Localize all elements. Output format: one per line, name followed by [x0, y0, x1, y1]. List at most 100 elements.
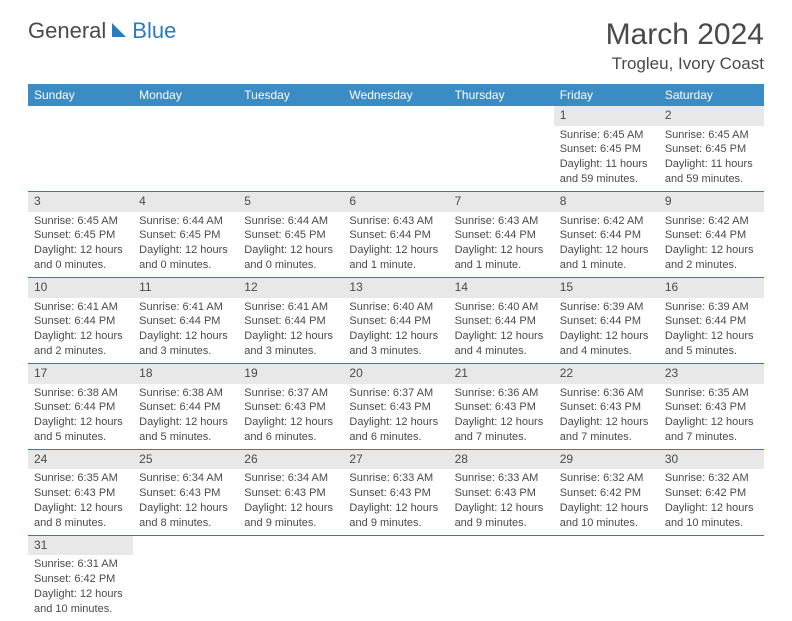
day-detail: Sunrise: 6:32 AMSunset: 6:42 PMDaylight:…: [554, 469, 659, 534]
day-number: 26: [238, 450, 343, 470]
day-number: 14: [449, 278, 554, 298]
calendar-day: 26Sunrise: 6:34 AMSunset: 6:43 PMDayligh…: [238, 449, 343, 535]
day-detail: Sunrise: 6:40 AMSunset: 6:44 PMDaylight:…: [343, 298, 448, 363]
day-number: 29: [554, 450, 659, 470]
calendar-day: 31Sunrise: 6:31 AMSunset: 6:42 PMDayligh…: [28, 535, 133, 620]
calendar-day: [449, 535, 554, 620]
day-detail: Sunrise: 6:39 AMSunset: 6:44 PMDaylight:…: [554, 298, 659, 363]
day-number: 2: [659, 106, 764, 126]
day-detail: Sunrise: 6:43 AMSunset: 6:44 PMDaylight:…: [343, 212, 448, 277]
title-block: March 2024 Trogleu, Ivory Coast: [606, 18, 764, 74]
calendar-day: [238, 535, 343, 620]
calendar-day: 23Sunrise: 6:35 AMSunset: 6:43 PMDayligh…: [659, 363, 764, 449]
calendar-week: 24Sunrise: 6:35 AMSunset: 6:43 PMDayligh…: [28, 449, 764, 535]
day-number: 20: [343, 364, 448, 384]
day-detail: Sunrise: 6:39 AMSunset: 6:44 PMDaylight:…: [659, 298, 764, 363]
calendar-day: 10Sunrise: 6:41 AMSunset: 6:44 PMDayligh…: [28, 277, 133, 363]
calendar-day: 30Sunrise: 6:32 AMSunset: 6:42 PMDayligh…: [659, 449, 764, 535]
calendar-day: 27Sunrise: 6:33 AMSunset: 6:43 PMDayligh…: [343, 449, 448, 535]
day-detail: Sunrise: 6:33 AMSunset: 6:43 PMDaylight:…: [343, 469, 448, 534]
calendar-day: 12Sunrise: 6:41 AMSunset: 6:44 PMDayligh…: [238, 277, 343, 363]
calendar-day: 28Sunrise: 6:33 AMSunset: 6:43 PMDayligh…: [449, 449, 554, 535]
day-number: 11: [133, 278, 238, 298]
calendar-day: [554, 535, 659, 620]
day-detail: Sunrise: 6:36 AMSunset: 6:43 PMDaylight:…: [449, 384, 554, 449]
calendar-week: 1Sunrise: 6:45 AMSunset: 6:45 PMDaylight…: [28, 106, 764, 191]
calendar-day: 9Sunrise: 6:42 AMSunset: 6:44 PMDaylight…: [659, 191, 764, 277]
calendar-day: [659, 535, 764, 620]
day-detail: Sunrise: 6:36 AMSunset: 6:43 PMDaylight:…: [554, 384, 659, 449]
calendar-day: 16Sunrise: 6:39 AMSunset: 6:44 PMDayligh…: [659, 277, 764, 363]
day-header: Tuesday: [238, 84, 343, 106]
day-number: 21: [449, 364, 554, 384]
day-number: 28: [449, 450, 554, 470]
calendar-day: 21Sunrise: 6:36 AMSunset: 6:43 PMDayligh…: [449, 363, 554, 449]
day-number: 18: [133, 364, 238, 384]
day-header: Monday: [133, 84, 238, 106]
day-number: 9: [659, 192, 764, 212]
calendar-day: 3Sunrise: 6:45 AMSunset: 6:45 PMDaylight…: [28, 191, 133, 277]
calendar-day: 20Sunrise: 6:37 AMSunset: 6:43 PMDayligh…: [343, 363, 448, 449]
day-detail: Sunrise: 6:45 AMSunset: 6:45 PMDaylight:…: [28, 212, 133, 277]
day-number: 17: [28, 364, 133, 384]
day-detail: Sunrise: 6:34 AMSunset: 6:43 PMDaylight:…: [133, 469, 238, 534]
day-number: 25: [133, 450, 238, 470]
day-number: 23: [659, 364, 764, 384]
calendar-day: 5Sunrise: 6:44 AMSunset: 6:45 PMDaylight…: [238, 191, 343, 277]
calendar-day: 24Sunrise: 6:35 AMSunset: 6:43 PMDayligh…: [28, 449, 133, 535]
day-header: Thursday: [449, 84, 554, 106]
day-detail: Sunrise: 6:45 AMSunset: 6:45 PMDaylight:…: [554, 126, 659, 191]
day-header: Sunday: [28, 84, 133, 106]
logo-text-2: Blue: [132, 18, 176, 44]
calendar-table: SundayMondayTuesdayWednesdayThursdayFrid…: [28, 84, 764, 621]
calendar-day: 6Sunrise: 6:43 AMSunset: 6:44 PMDaylight…: [343, 191, 448, 277]
day-detail: Sunrise: 6:45 AMSunset: 6:45 PMDaylight:…: [659, 126, 764, 191]
day-detail: Sunrise: 6:37 AMSunset: 6:43 PMDaylight:…: [238, 384, 343, 449]
location: Trogleu, Ivory Coast: [606, 54, 764, 74]
day-number: 27: [343, 450, 448, 470]
calendar-body: 1Sunrise: 6:45 AMSunset: 6:45 PMDaylight…: [28, 106, 764, 621]
day-detail: Sunrise: 6:32 AMSunset: 6:42 PMDaylight:…: [659, 469, 764, 534]
day-number: 19: [238, 364, 343, 384]
logo-sail-icon: [110, 21, 130, 39]
calendar-day: [238, 106, 343, 191]
day-detail: Sunrise: 6:38 AMSunset: 6:44 PMDaylight:…: [133, 384, 238, 449]
day-number: 24: [28, 450, 133, 470]
day-number: 4: [133, 192, 238, 212]
calendar-day: 8Sunrise: 6:42 AMSunset: 6:44 PMDaylight…: [554, 191, 659, 277]
calendar-head: SundayMondayTuesdayWednesdayThursdayFrid…: [28, 84, 764, 106]
day-header: Saturday: [659, 84, 764, 106]
calendar-day: [343, 106, 448, 191]
calendar-day: 13Sunrise: 6:40 AMSunset: 6:44 PMDayligh…: [343, 277, 448, 363]
day-detail: Sunrise: 6:43 AMSunset: 6:44 PMDaylight:…: [449, 212, 554, 277]
day-detail: Sunrise: 6:44 AMSunset: 6:45 PMDaylight:…: [238, 212, 343, 277]
day-detail: Sunrise: 6:33 AMSunset: 6:43 PMDaylight:…: [449, 469, 554, 534]
calendar-week: 10Sunrise: 6:41 AMSunset: 6:44 PMDayligh…: [28, 277, 764, 363]
calendar-day: 25Sunrise: 6:34 AMSunset: 6:43 PMDayligh…: [133, 449, 238, 535]
day-detail: Sunrise: 6:42 AMSunset: 6:44 PMDaylight:…: [554, 212, 659, 277]
logo: General Blue: [28, 18, 176, 44]
calendar-day: 14Sunrise: 6:40 AMSunset: 6:44 PMDayligh…: [449, 277, 554, 363]
calendar-week: 31Sunrise: 6:31 AMSunset: 6:42 PMDayligh…: [28, 535, 764, 620]
calendar-day: 2Sunrise: 6:45 AMSunset: 6:45 PMDaylight…: [659, 106, 764, 191]
calendar-day: [133, 535, 238, 620]
day-detail: Sunrise: 6:34 AMSunset: 6:43 PMDaylight:…: [238, 469, 343, 534]
day-number: 22: [554, 364, 659, 384]
calendar-day: [133, 106, 238, 191]
day-detail: Sunrise: 6:40 AMSunset: 6:44 PMDaylight:…: [449, 298, 554, 363]
calendar-day: 18Sunrise: 6:38 AMSunset: 6:44 PMDayligh…: [133, 363, 238, 449]
calendar-week: 3Sunrise: 6:45 AMSunset: 6:45 PMDaylight…: [28, 191, 764, 277]
day-detail: Sunrise: 6:41 AMSunset: 6:44 PMDaylight:…: [133, 298, 238, 363]
day-detail: Sunrise: 6:35 AMSunset: 6:43 PMDaylight:…: [659, 384, 764, 449]
day-detail: Sunrise: 6:44 AMSunset: 6:45 PMDaylight:…: [133, 212, 238, 277]
calendar-day: 15Sunrise: 6:39 AMSunset: 6:44 PMDayligh…: [554, 277, 659, 363]
calendar-day: 29Sunrise: 6:32 AMSunset: 6:42 PMDayligh…: [554, 449, 659, 535]
day-number: 5: [238, 192, 343, 212]
day-number: 10: [28, 278, 133, 298]
day-number: 15: [554, 278, 659, 298]
calendar-day: [28, 106, 133, 191]
calendar-day: 22Sunrise: 6:36 AMSunset: 6:43 PMDayligh…: [554, 363, 659, 449]
day-header: Wednesday: [343, 84, 448, 106]
header: General Blue March 2024 Trogleu, Ivory C…: [28, 18, 764, 74]
day-number: 12: [238, 278, 343, 298]
